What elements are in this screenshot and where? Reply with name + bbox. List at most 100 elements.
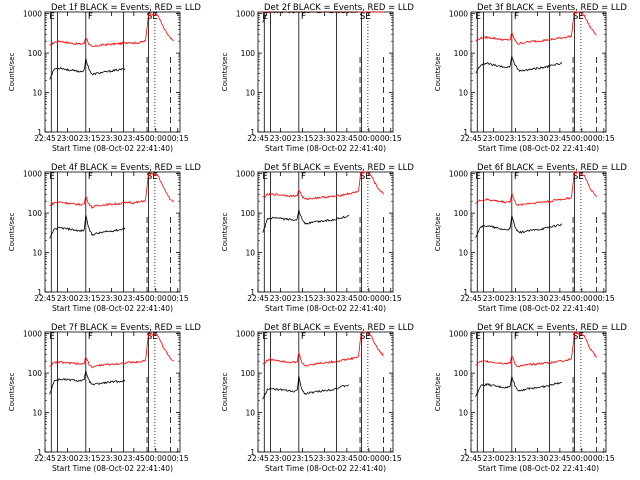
plot-frame [44,171,181,293]
x-tick-label: 23:00 [483,134,505,143]
x-axis-label: Start Time (08-Oct-02 22:41:40) [52,144,173,153]
marker-label-se: SE [147,172,159,182]
x-tick-label: 23:00 [270,454,292,463]
x-tick-label: 22:45 [460,454,482,463]
y-tick-label: 1000 [449,10,468,19]
series-line-events [475,215,563,238]
x-tick-label: 00:00 [145,454,167,463]
y-tick-label: 10 [245,89,255,98]
series-line-lld [49,332,174,369]
x-tick-label: 00:15 [167,454,189,463]
x-tick-label: 23:15 [79,454,101,463]
marker-label-se: SE [360,12,372,22]
x-tick-label: 23:15 [292,294,314,303]
x-tick-label: 00:15 [593,454,615,463]
y-tick-label: 100 [28,369,43,378]
y-tick-label: 100 [454,49,469,58]
detector-panel: Det 9f BLACK = Events, RED = LLD 1 10 100 10… [426,320,639,480]
plot-frame [470,11,607,133]
x-tick-label: 23:45 [549,454,571,463]
y-axis-label: Counts/sec [434,53,442,92]
series-line-events [262,209,350,233]
x-tick-label: 22:45 [247,134,269,143]
marker-label-se: SE [573,172,585,182]
y-tick-label: 100 [454,209,469,218]
y-tick-label: 1 [463,288,468,297]
x-tick-label: 22:45 [247,454,269,463]
detector-panel: Det 5f BLACK = Events, RED = LLD 1 10 100 10… [213,160,426,320]
x-tick-label: 00:15 [380,294,402,303]
y-tick-label: 1 [463,448,468,457]
detector-panel: Det 8f BLACK = Events, RED = LLD 1 10 100 10… [213,320,426,480]
x-tick-label: 23:00 [57,454,79,463]
x-axis-label: Start Time (08-Oct-02 22:41:40) [265,464,386,473]
series-line-lld [475,11,597,45]
y-tick-label: 10 [458,249,468,258]
y-axis-label: Counts/sec [8,373,16,412]
x-tick-label: 23:45 [549,294,571,303]
panel-chart: Det 8f BLACK = Events, RED = LLD 1 10 100 10… [221,323,414,473]
marker-label-f: F [301,12,306,22]
marker-label-se: SE [573,12,585,22]
x-tick-label: 00:15 [380,134,402,143]
y-tick-label: 10 [32,89,42,98]
series-line-lld [262,171,384,200]
x-tick-label: 00:15 [593,134,615,143]
x-tick-label: 00:15 [380,454,402,463]
x-tick-label: 23:00 [270,294,292,303]
y-tick-label: 1000 [23,330,42,339]
x-tick-label: 22:45 [34,454,56,463]
x-tick-label: 23:00 [57,294,79,303]
series-line-events [475,55,563,74]
series-line-lld [475,171,597,207]
detector-panel: Det 3f BLACK = Events, RED = LLD 1 10 100 10… [426,0,639,160]
y-tick-label: 1000 [23,10,42,19]
marker-label-e: E [475,12,481,22]
y-tick-label: 1000 [236,10,255,19]
x-tick-label: 23:15 [505,454,527,463]
x-tick-label: 00:00 [571,454,593,463]
y-tick-label: 10 [32,249,42,258]
x-tick-label: 00:00 [358,134,380,143]
y-tick-label: 100 [241,209,256,218]
panel-title: Det 8f BLACK = Events, RED = LLD [264,323,414,333]
x-tick-label: 23:00 [483,454,505,463]
panel-chart: Det 1f BLACK = Events, RED = LLD 1 10 100 10… [8,3,201,153]
x-axis-label: Start Time (08-Oct-02 22:41:40) [478,304,599,313]
x-tick-label: 00:15 [167,134,189,143]
x-tick-label: 23:15 [79,294,101,303]
x-tick-label: 23:30 [101,134,123,143]
x-tick-label: 23:15 [505,294,527,303]
series-line-events [475,376,563,397]
marker-label-e: E [262,172,268,182]
y-tick-label: 10 [32,409,42,418]
y-tick-label: 10 [458,409,468,418]
marker-label-f: F [514,12,519,22]
series-line-events [262,11,359,23]
x-tick-label: 23:15 [292,454,314,463]
panel-chart: Det 6f BLACK = Events, RED = LLD 1 10 100 10… [434,163,627,313]
series-line-events [49,58,126,80]
y-tick-label: 1000 [236,330,255,339]
plot-frame [44,11,181,133]
panel-chart: Det 2f BLACK = Events, RED = LLD 1 10 100 10… [221,3,414,153]
x-tick-label: 22:45 [34,294,56,303]
y-tick-label: 100 [241,49,256,58]
y-tick-label: 1 [250,448,255,457]
x-tick-label: 23:45 [336,134,358,143]
x-tick-label: 00:00 [358,294,380,303]
x-tick-label: 00:00 [571,294,593,303]
series-line-events [262,375,349,400]
x-tick-label: 22:45 [460,294,482,303]
marker-label-f: F [88,172,93,182]
x-tick-label: 23:30 [527,134,549,143]
y-tick-label: 100 [241,369,256,378]
panel-chart: Det 7f BLACK = Events, RED = LLD 1 10 100 10… [8,323,201,473]
marker-label-e: E [49,172,55,182]
series-line-lld [49,172,174,210]
panel-title: Det 7f BLACK = Events, RED = LLD [51,323,201,333]
y-tick-label: 1000 [23,170,42,179]
x-tick-label: 00:00 [145,134,167,143]
y-tick-label: 1000 [449,330,468,339]
x-tick-label: 00:00 [145,294,167,303]
